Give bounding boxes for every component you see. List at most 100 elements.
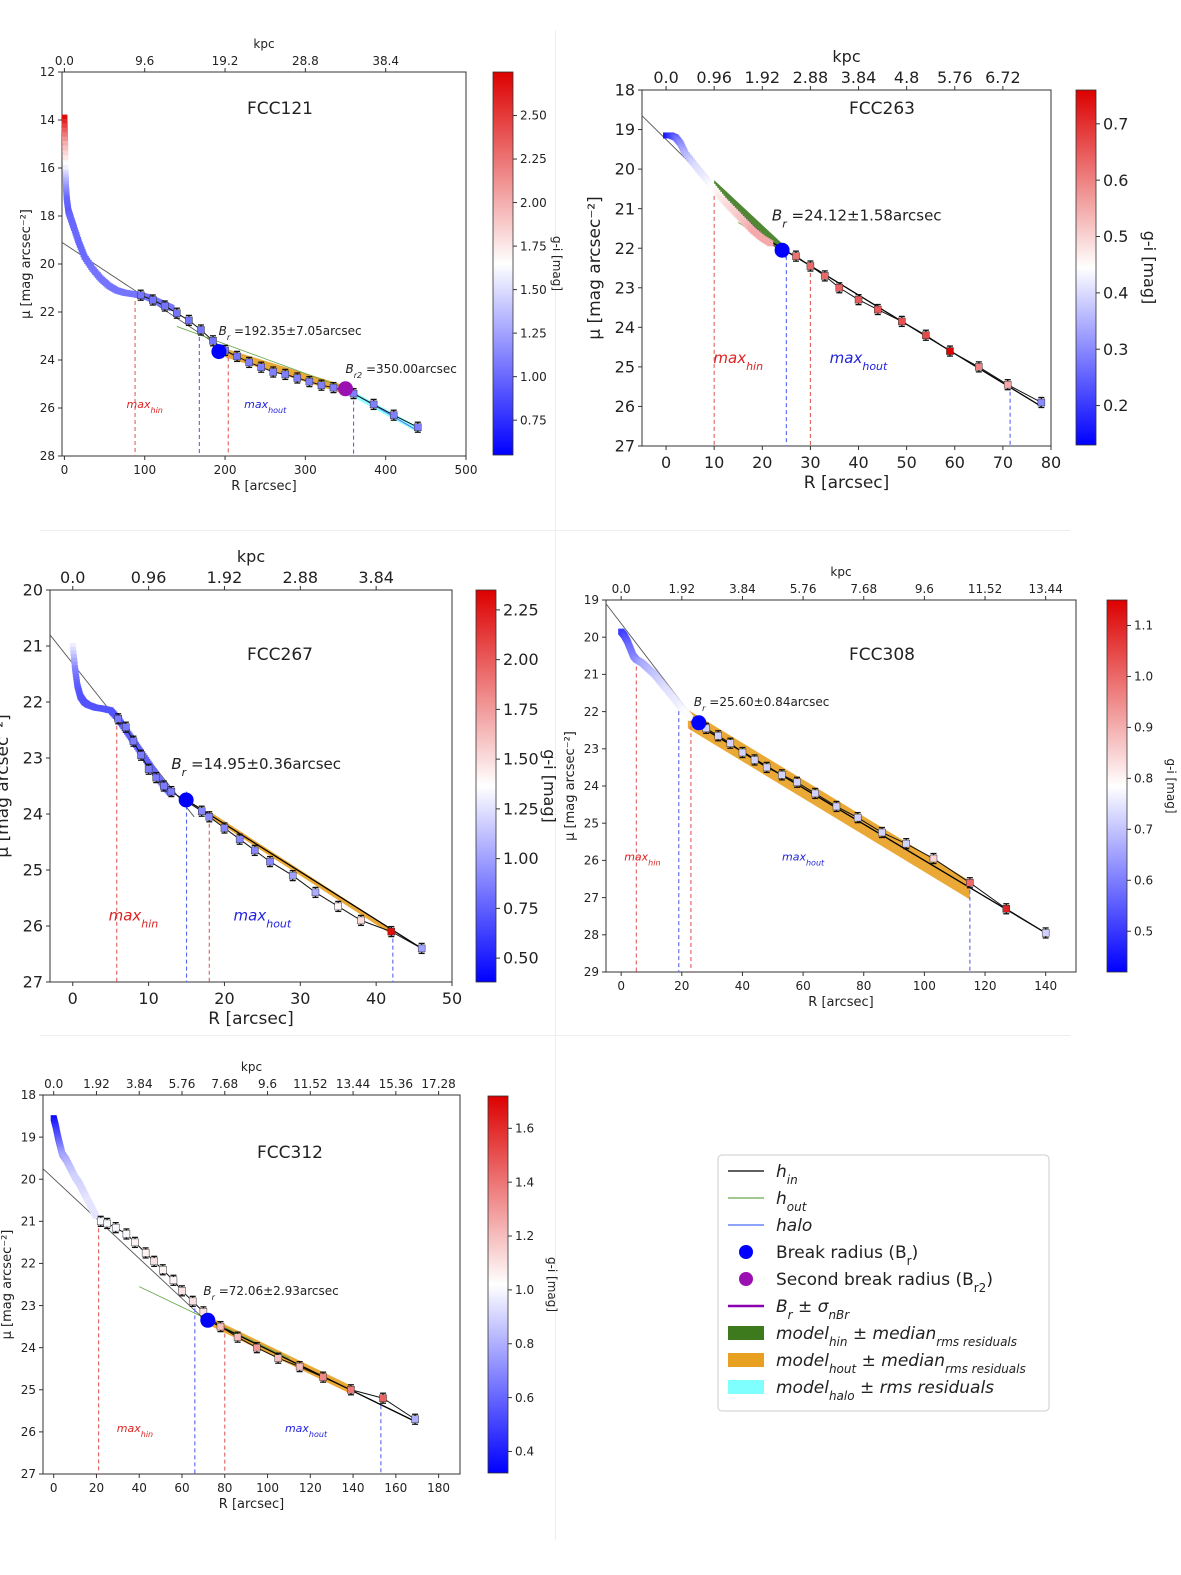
break-radius-marker [338,381,354,397]
max-h-label-part: hin [648,858,660,867]
legend-label-part: model [776,1378,829,1398]
colorbar-label: g-i [mag] [1164,758,1178,813]
colorbar-tick-label: 0.2 [1103,396,1128,415]
break-radius-label-part: =72.06±2.93arcsec [215,1284,339,1298]
colorbar-tick-label: 1.2 [515,1229,534,1243]
x-tick-label: 300 [294,463,317,477]
x-axis-label: R [arcsec] [208,1009,294,1029]
max-h-label: maxhin [624,850,660,867]
top-tick-label: 1.92 [668,582,695,596]
break-radius-label: Br =14.95±0.36arcsec [171,755,341,779]
y-tick-label: 19 [21,1130,36,1144]
y-tick-label: 18 [615,81,635,100]
data-point [387,927,396,936]
top-tick-label: 11.52 [968,582,1002,596]
separator-v [555,30,556,1540]
profile-point [92,1212,99,1219]
data-point [281,370,290,379]
data-point [1041,929,1050,937]
data-point [152,773,160,782]
legend-label-part: ± median [856,1351,945,1371]
colorbar-tick-label: 2.50 [520,109,547,123]
break-radius-label-part: B [203,1284,211,1298]
x-tick-label: 20 [214,989,234,1008]
y-tick-label: 21 [21,1215,36,1229]
colorbar-tick-label: 1.50 [503,750,539,769]
y-axis-label: μ [mag arcsec⁻²] [563,731,578,841]
colorbar-tick-label: 0.3 [1103,340,1128,359]
data-point [319,1373,327,1381]
data-point [216,1322,225,1331]
max-h-label-part: hout [268,406,287,415]
legend-label-part: model [776,1351,829,1371]
y-tick-label: 19 [584,593,599,607]
colorbar-tick-label: 1.4 [515,1175,534,1189]
x-tick-label: 70 [993,453,1013,472]
profile-point [70,654,77,661]
x-axis-label: R [arcsec] [231,479,296,494]
y-tick-label: 25 [23,861,43,880]
data-point [726,739,735,747]
x-axis-label: R [arcsec] [804,473,890,493]
y-tick-label: 20 [21,1172,36,1186]
data-point [233,352,241,361]
x-tick-label: 0 [617,979,625,993]
x-tick-label: 100 [256,1481,279,1495]
y-tick-label: 20 [23,581,43,600]
data-point [929,854,938,863]
top-tick-label: 0.0 [60,568,85,587]
data-point [379,1394,387,1402]
top-tick-label: 3.84 [126,1077,153,1091]
x-tick-label: 80 [856,979,871,993]
colorbar-tick-label: 2.00 [520,196,547,210]
y-tick-label: 26 [40,401,55,415]
break-radius-label: Br2 =350.00arcsec [346,362,457,380]
colorbar-tick-label: 0.7 [1134,823,1153,837]
plot-frame [42,1094,461,1475]
data-point [357,916,365,925]
profile-point [62,145,69,152]
profile-point [62,136,69,143]
legend-patch-icon [728,1326,764,1340]
data-point [329,383,338,392]
max-h-label-part: max [127,398,151,411]
top-tick-label: 13.44 [1028,582,1062,596]
data-point [835,284,844,292]
top-tick-label: 0.0 [612,582,631,596]
legend-label-part: hout [829,1362,858,1376]
data-point [245,358,253,367]
top-tick-label: 5.76 [937,68,973,87]
data-point [293,374,302,382]
max-h-label-part: hout [862,359,888,372]
chart-title: FCC312 [257,1143,323,1163]
break-radius-label-part: r [227,332,231,341]
data-point [160,782,168,790]
colorbar-tick-label: 1.25 [520,326,547,340]
legend-label-part: h [776,1189,787,1209]
colorbar-tick-label: 0.6 [1134,873,1153,887]
y-tick-label: 23 [615,278,635,297]
data-point [257,363,265,371]
profile-point [168,304,175,311]
y-tick-label: 23 [584,742,599,756]
x-tick-label: 40 [735,979,750,993]
max-h-label-part: max [109,906,142,924]
y-tick-label: 22 [23,693,43,712]
max-h-label: maxhout [244,398,287,415]
data-point [129,737,138,745]
top-tick-label: 9.6 [915,582,934,596]
top-tick-label: 6.72 [985,68,1021,87]
profile-point [70,646,77,653]
x-tick-label: 200 [214,463,237,477]
data-point [874,305,882,314]
data-point [750,756,759,764]
top-tick-label: 17.28 [421,1077,455,1091]
break-radius-marker [211,344,227,360]
y-tick-label: 24 [615,318,635,337]
data-point [173,309,181,317]
x-tick-label: 40 [132,1481,147,1495]
legend-label-part: ) [912,1243,919,1263]
profile-point [62,141,69,147]
